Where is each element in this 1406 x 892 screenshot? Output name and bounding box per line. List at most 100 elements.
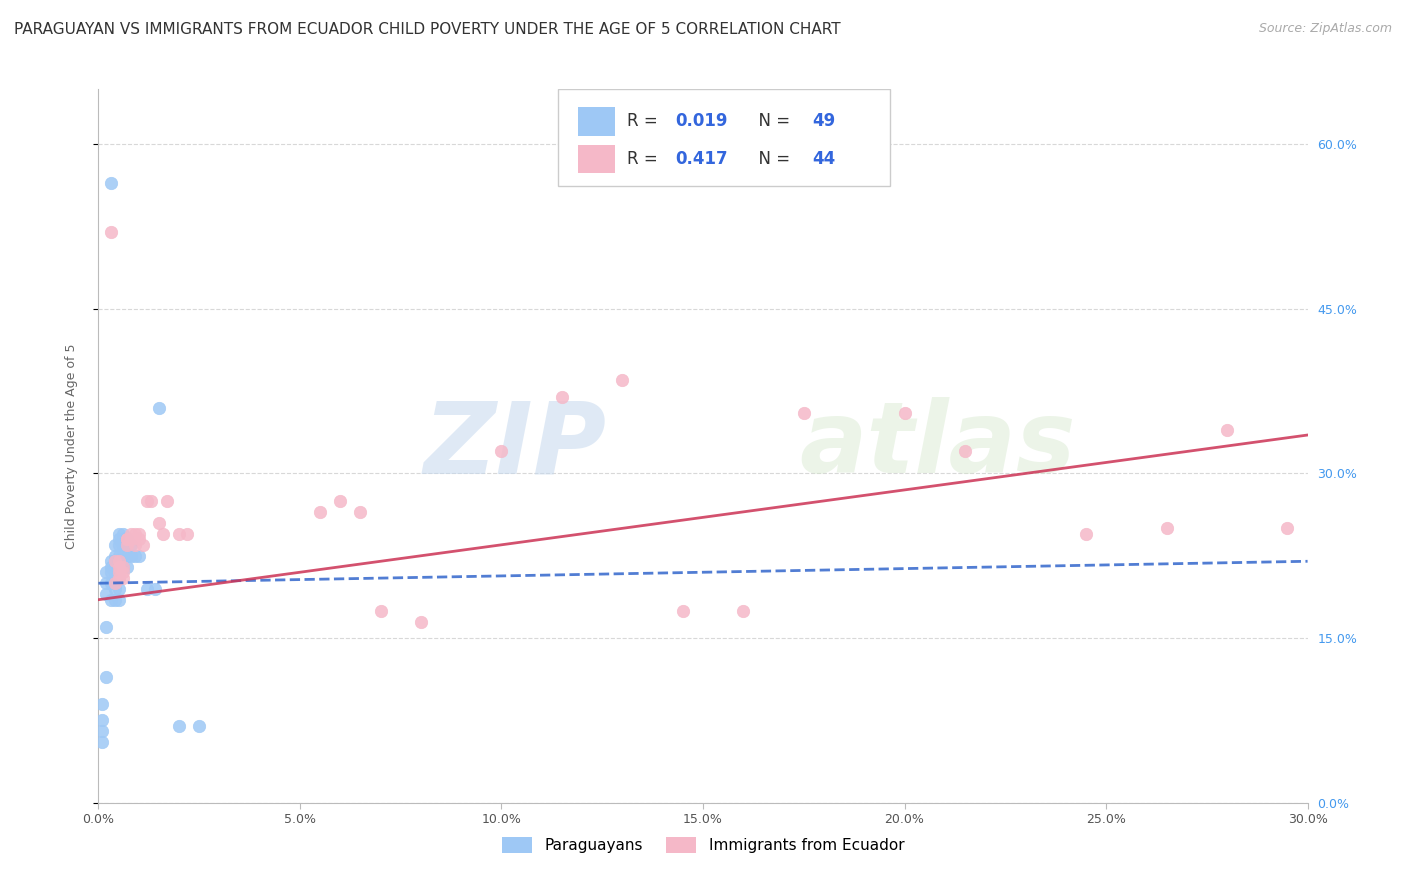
Point	[111, 549, 134, 563]
Point	[115, 538, 138, 552]
Point	[115, 533, 138, 547]
Text: ZIP: ZIP	[423, 398, 606, 494]
Text: N =: N =	[748, 150, 796, 168]
Point	[103, 566, 125, 580]
Point	[143, 582, 166, 596]
Text: 49: 49	[811, 112, 835, 130]
Point	[115, 538, 138, 552]
Point	[128, 549, 150, 563]
FancyBboxPatch shape	[558, 89, 890, 186]
Point	[111, 526, 134, 541]
Point	[793, 406, 815, 420]
Text: atlas: atlas	[800, 398, 1076, 494]
Point	[91, 735, 114, 749]
Legend: Paraguayans, Immigrants from Ecuador: Paraguayans, Immigrants from Ecuador	[495, 831, 911, 859]
Point	[111, 559, 134, 574]
Text: 0.417: 0.417	[675, 150, 728, 168]
Point	[115, 559, 138, 574]
Point	[100, 225, 122, 239]
Point	[551, 390, 574, 404]
Point	[107, 582, 129, 596]
Point	[124, 538, 146, 552]
Point	[103, 559, 125, 574]
Text: PARAGUAYAN VS IMMIGRANTS FROM ECUADOR CHILD POVERTY UNDER THE AGE OF 5 CORRELATI: PARAGUAYAN VS IMMIGRANTS FROM ECUADOR CH…	[14, 22, 841, 37]
Point	[107, 538, 129, 552]
Point	[100, 554, 122, 568]
Point	[128, 533, 150, 547]
Point	[349, 505, 371, 519]
Point	[120, 538, 142, 552]
Point	[491, 444, 513, 458]
Point	[100, 576, 122, 591]
Point	[167, 526, 190, 541]
Point	[152, 526, 174, 541]
Point	[1216, 423, 1239, 437]
Point	[107, 549, 129, 563]
Point	[96, 620, 118, 634]
Point	[132, 538, 155, 552]
Point	[111, 533, 134, 547]
Point	[103, 592, 125, 607]
Point	[103, 549, 125, 563]
FancyBboxPatch shape	[578, 145, 614, 173]
Point	[96, 669, 118, 683]
Point	[1074, 526, 1097, 541]
Point	[135, 494, 157, 508]
Point	[96, 566, 118, 580]
Point	[188, 719, 211, 733]
Point	[103, 538, 125, 552]
Point	[148, 401, 170, 415]
Point	[100, 592, 122, 607]
Point	[91, 697, 114, 711]
Point	[120, 526, 142, 541]
Point	[103, 576, 125, 591]
Point	[107, 526, 129, 541]
Point	[107, 571, 129, 585]
Point	[329, 494, 352, 508]
Point	[103, 576, 125, 591]
Point	[96, 587, 118, 601]
Point	[893, 406, 915, 420]
Point	[1156, 521, 1178, 535]
Y-axis label: Child Poverty Under the Age of 5: Child Poverty Under the Age of 5	[65, 343, 77, 549]
Point	[120, 533, 142, 547]
Point	[139, 494, 162, 508]
Point	[103, 582, 125, 596]
Point	[135, 582, 157, 596]
Text: R =: R =	[627, 112, 662, 130]
Point	[103, 554, 125, 568]
Point	[96, 576, 118, 591]
Point	[100, 176, 122, 190]
Point	[100, 566, 122, 580]
Point	[1277, 521, 1299, 535]
Point	[953, 444, 976, 458]
Point	[107, 566, 129, 580]
Text: 44: 44	[811, 150, 835, 168]
Point	[370, 604, 392, 618]
Point	[115, 549, 138, 563]
Text: 0.019: 0.019	[675, 112, 728, 130]
Point	[91, 714, 114, 728]
Point	[115, 533, 138, 547]
Point	[100, 559, 122, 574]
Point	[176, 526, 198, 541]
Point	[409, 615, 432, 629]
Point	[111, 538, 134, 552]
Point	[111, 571, 134, 585]
Point	[107, 559, 129, 574]
Text: R =: R =	[627, 150, 662, 168]
Point	[91, 724, 114, 739]
Point	[107, 554, 129, 568]
FancyBboxPatch shape	[578, 107, 614, 136]
Point	[128, 526, 150, 541]
Point	[733, 604, 755, 618]
Point	[156, 494, 179, 508]
Point	[111, 566, 134, 580]
Point	[124, 549, 146, 563]
Point	[148, 516, 170, 530]
Point	[103, 554, 125, 568]
Text: Source: ZipAtlas.com: Source: ZipAtlas.com	[1258, 22, 1392, 36]
Point	[107, 533, 129, 547]
Point	[672, 604, 695, 618]
Point	[309, 505, 332, 519]
